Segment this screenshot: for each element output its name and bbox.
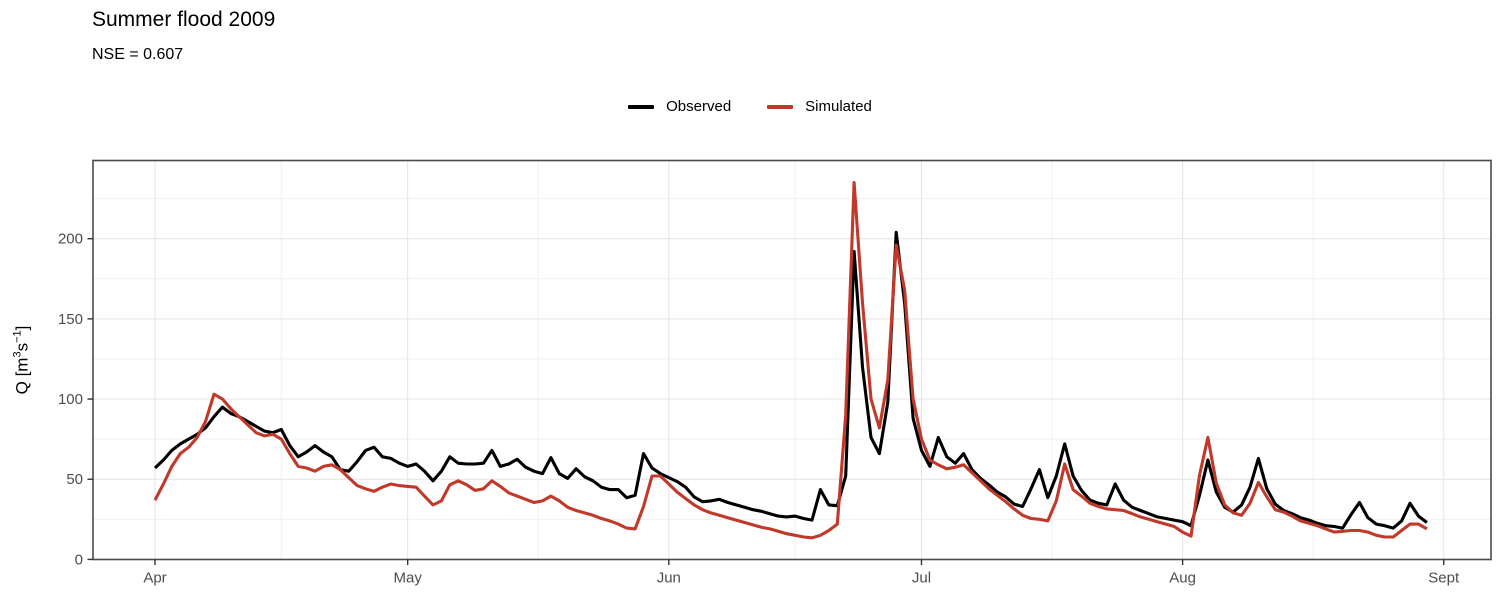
x-tick-label: Apr bbox=[143, 570, 166, 587]
legend-label-observed: Observed bbox=[666, 98, 732, 115]
y-tick-label: 150 bbox=[58, 311, 83, 328]
legend: Observed Simulated bbox=[0, 98, 1500, 115]
panel-border bbox=[92, 159, 1492, 561]
x-tick-label: Jul bbox=[912, 570, 931, 587]
legend-label-simulated: Simulated bbox=[805, 98, 872, 115]
y-tick-label: 0 bbox=[75, 551, 83, 568]
x-tick-label: Sept bbox=[1428, 570, 1460, 587]
chart-title: Summer flood 2009 bbox=[92, 8, 276, 31]
legend-item-observed: Observed bbox=[628, 98, 731, 115]
y-tick-label: 50 bbox=[66, 471, 83, 488]
simulated-line bbox=[153, 181, 1428, 540]
x-tick-label: Jun bbox=[657, 570, 681, 587]
observed-key-line bbox=[628, 104, 655, 109]
observed-line bbox=[153, 230, 1428, 530]
y-tick-label: 200 bbox=[58, 231, 83, 248]
y-tick-label: 100 bbox=[58, 391, 83, 408]
x-tick-label: Aug bbox=[1169, 570, 1196, 587]
legend-item-simulated: Simulated bbox=[767, 98, 872, 115]
chart-subtitle: NSE = 0.607 bbox=[92, 46, 184, 63]
x-tick-label: May bbox=[394, 570, 423, 587]
simulated-key-line bbox=[767, 104, 794, 109]
